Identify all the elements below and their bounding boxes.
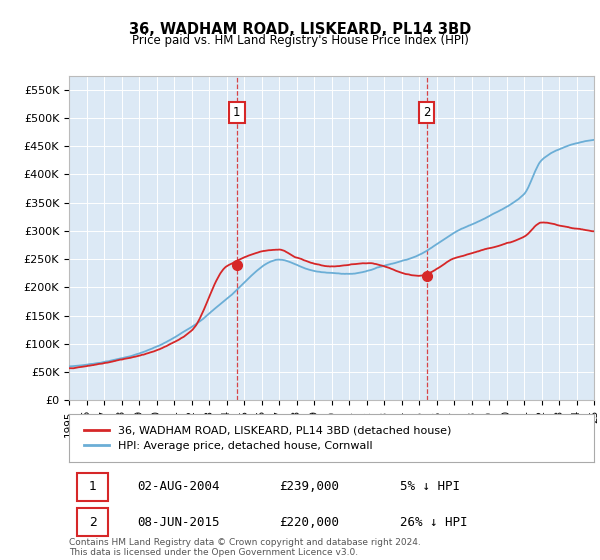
FancyBboxPatch shape [77,473,109,501]
Text: 36, WADHAM ROAD, LISKEARD, PL14 3BD: 36, WADHAM ROAD, LISKEARD, PL14 3BD [129,22,471,38]
Text: 26% ↓ HPI: 26% ↓ HPI [400,516,467,529]
Text: 5% ↓ HPI: 5% ↓ HPI [400,480,460,493]
Text: 2: 2 [89,516,97,529]
Text: 1: 1 [89,480,97,493]
FancyBboxPatch shape [77,508,109,536]
Text: 1: 1 [233,106,241,119]
Text: Price paid vs. HM Land Registry's House Price Index (HPI): Price paid vs. HM Land Registry's House … [131,34,469,46]
Text: £220,000: £220,000 [279,516,339,529]
Text: 08-JUN-2015: 08-JUN-2015 [137,516,220,529]
Legend: 36, WADHAM ROAD, LISKEARD, PL14 3BD (detached house), HPI: Average price, detach: 36, WADHAM ROAD, LISKEARD, PL14 3BD (det… [80,421,455,455]
Text: Contains HM Land Registry data © Crown copyright and database right 2024.
This d: Contains HM Land Registry data © Crown c… [69,538,421,557]
Text: 02-AUG-2004: 02-AUG-2004 [137,480,220,493]
Text: 2: 2 [423,106,430,119]
Text: £239,000: £239,000 [279,480,339,493]
